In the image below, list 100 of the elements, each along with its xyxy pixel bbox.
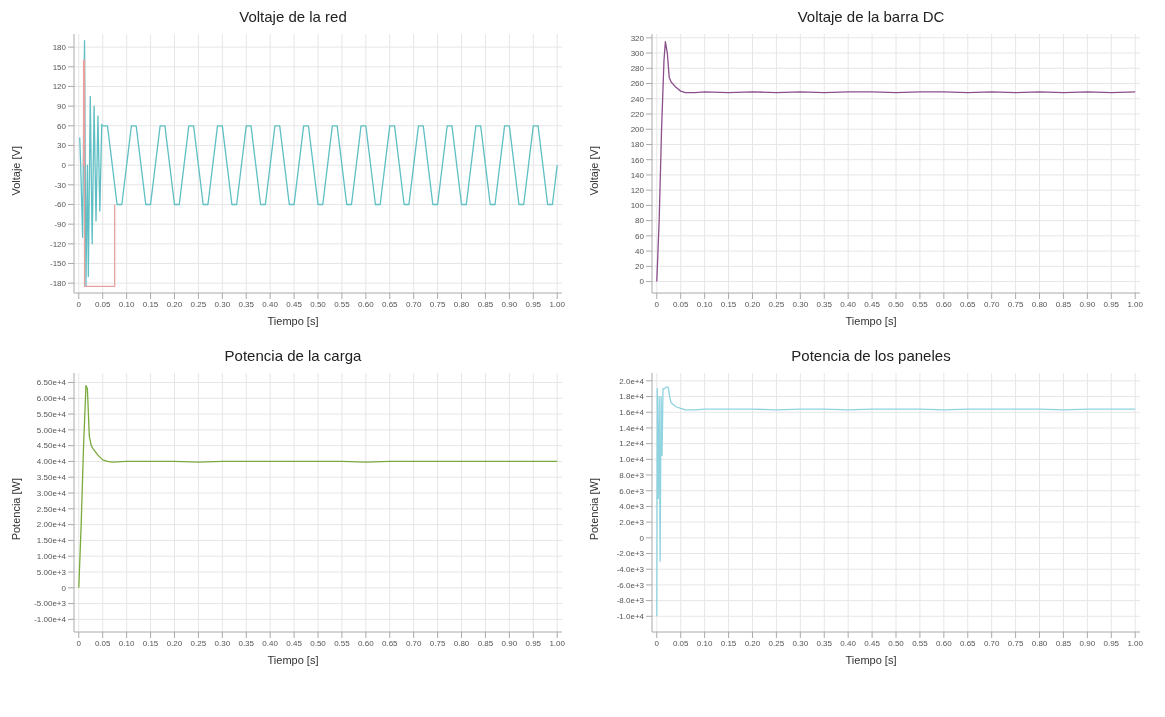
y-tick-label: 30 (57, 141, 67, 151)
x-tick-label: 0.80 (453, 638, 470, 648)
x-tick-label: 0.25 (190, 299, 207, 309)
y-tick-label: 280 (630, 64, 645, 74)
x-tick-label: 0.90 (1079, 299, 1096, 309)
x-tick-label: 0.65 (959, 299, 977, 309)
x-tick-label: 0.35 (816, 299, 833, 309)
y-tick-label: 3.00e+4 (36, 488, 67, 498)
x-tick-label: 0.75 (429, 638, 446, 648)
x-tick-label: 0.35 (238, 299, 255, 309)
y-tick-label: 180 (52, 42, 67, 52)
y-tick-label: 2.0e+3 (619, 517, 645, 527)
x-tick-label: 0.90 (501, 299, 518, 309)
y-tick-label: 2.50e+4 (36, 504, 67, 514)
y-tick-label: 1.4e+4 (619, 423, 645, 433)
x-tick-label: 0.10 (118, 299, 135, 309)
y-tick-label: 1.2e+4 (619, 439, 645, 449)
y-tick-label: 80 (635, 216, 645, 226)
x-tick-label: 0.50 (310, 638, 327, 648)
x-tick-label: 0.55 (334, 299, 351, 309)
y-tick-label: 4.0e+3 (619, 502, 645, 512)
x-tick-label: 0.45 (286, 638, 303, 648)
x-tick-label: 0.80 (1031, 638, 1048, 648)
x-tick-label: 0.70 (983, 299, 1001, 309)
x-tick-label: 1.00 (1127, 299, 1144, 309)
y-tick-label: 4.50e+4 (36, 441, 67, 451)
line-series (656, 40, 1136, 283)
y-axis-title: Potencia [W] (588, 478, 601, 541)
y-tick-label: -150 (49, 259, 67, 269)
x-tick-label: 0.05 (672, 638, 690, 648)
x-tick-label: 0.15 (720, 638, 737, 648)
chart-title: Potencia de la carga (224, 347, 362, 366)
x-tick-label: 0.40 (840, 638, 857, 648)
x-tick-label: 1.00 (549, 638, 566, 648)
x-tick-label: 0.70 (405, 638, 423, 648)
x-tick-label: 0.50 (888, 638, 905, 648)
x-tick-label: 0.90 (1079, 638, 1096, 648)
x-tick-label: 0.40 (262, 299, 279, 309)
y-tick-label: -1.00e+4 (34, 615, 67, 625)
x-tick-label: 0.45 (864, 299, 881, 309)
chart-title: Voltaje de la barra DC (797, 8, 945, 27)
x-tick-label: 1.00 (1127, 638, 1144, 648)
x-tick-label: 0.15 (142, 299, 159, 309)
x-tick-label: 0.85 (477, 299, 494, 309)
x-tick-label: 0.75 (1007, 299, 1024, 309)
x-tick-label: 0.95 (1103, 299, 1120, 309)
y-tick-label: 6.00e+4 (36, 394, 67, 404)
x-tick-label: 0.10 (696, 638, 713, 648)
y-tick-label: 5.00e+3 (36, 567, 67, 577)
x-tick-label: 0.75 (1007, 638, 1024, 648)
x-tick-label: 0.55 (912, 638, 929, 648)
x-tick-label: 0.35 (816, 638, 833, 648)
x-tick-label: 0 (76, 299, 82, 309)
chart-title: Potencia de los paneles (791, 347, 951, 366)
x-tick-label: 0.85 (1055, 638, 1072, 648)
y-tick-label: 5.50e+4 (36, 409, 67, 419)
x-tick-label: 0.80 (1031, 299, 1048, 309)
y-tick-label: -1.0e+4 (616, 612, 645, 622)
y-tick-label: 220 (630, 109, 645, 119)
x-tick-label: 0 (76, 638, 82, 648)
y-tick-label: -90 (54, 219, 67, 229)
line-series (81, 59, 116, 288)
x-tick-label: 0.60 (936, 638, 953, 648)
x-tick-label: 0.85 (477, 638, 494, 648)
x-tick-label: 0.45 (864, 638, 881, 648)
x-tick-label: 0.90 (501, 638, 518, 648)
y-tick-label: 60 (635, 231, 645, 241)
x-tick-label: 0.45 (286, 299, 303, 309)
x-tick-label: 0.65 (381, 638, 399, 648)
x-tick-label: 0.35 (238, 638, 255, 648)
x-tick-label: 0.20 (166, 299, 183, 309)
line-series (656, 386, 1136, 617)
y-tick-label: 5.00e+4 (36, 425, 67, 435)
y-tick-label: 260 (630, 79, 645, 89)
y-tick-label: 180 (630, 140, 645, 150)
x-tick-label: 0.30 (214, 638, 231, 648)
x-tick-label: 0.65 (959, 638, 977, 648)
x-tick-label: 0.05 (672, 299, 690, 309)
y-tick-label: 20 (635, 262, 645, 272)
x-tick-label: 0.20 (166, 638, 183, 648)
x-tick-label: 0.55 (912, 299, 929, 309)
y-tick-label: -5.00e+3 (34, 599, 67, 609)
x-tick-label: 0.60 (358, 299, 375, 309)
x-tick-label: 0 (654, 299, 660, 309)
x-tick-label: 0.95 (1103, 638, 1120, 648)
y-tick-label: -30 (54, 180, 67, 190)
y-tick-label: 60 (57, 121, 67, 131)
y-tick-label: 8.0e+3 (619, 470, 645, 480)
y-tick-label: 240 (630, 94, 645, 104)
x-tick-label: 0.20 (744, 299, 761, 309)
y-tick-label: -180 (49, 279, 67, 288)
y-tick-label: -6.0e+3 (616, 580, 645, 590)
y-tick-label: -2.0e+3 (616, 549, 645, 559)
x-tick-label: 0.70 (405, 299, 423, 309)
y-tick-label: 1.6e+4 (619, 408, 645, 418)
y-tick-label: -60 (54, 200, 67, 210)
x-tick-label: 0.40 (840, 299, 857, 309)
x-tick-label: 0.50 (888, 299, 905, 309)
x-tick-label: 0.25 (768, 299, 785, 309)
x-tick-label: 0.55 (334, 638, 351, 648)
